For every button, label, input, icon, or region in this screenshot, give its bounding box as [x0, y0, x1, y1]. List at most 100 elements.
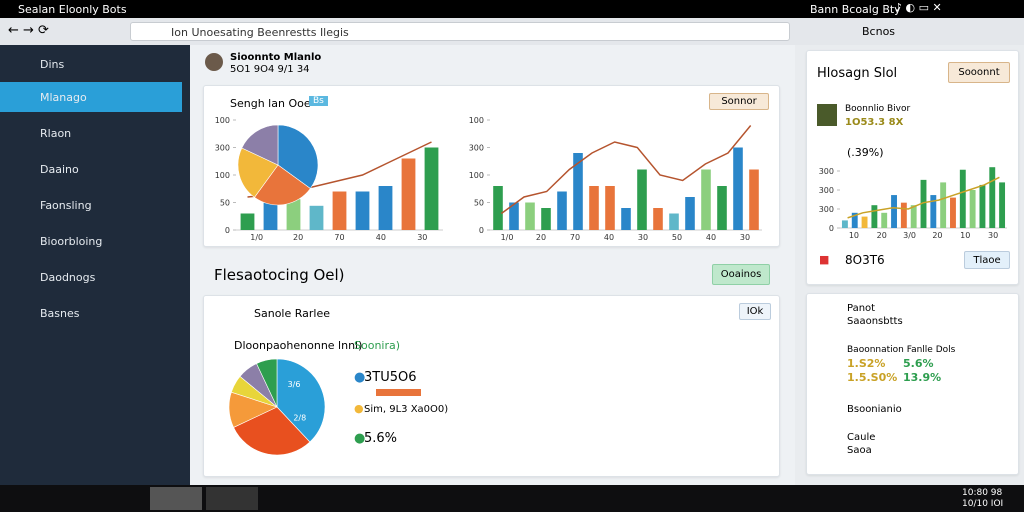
total-icon: ■	[819, 253, 830, 266]
bar	[355, 191, 370, 230]
y-tick-label: 0	[829, 224, 834, 233]
x-tick-label: 30	[740, 233, 750, 242]
task-item[interactable]	[206, 487, 258, 510]
stat-value: 1O53.3 8X	[845, 117, 904, 128]
window-title: Sealan Eloonly Bots	[18, 3, 127, 16]
item-title[interactable]: Bsoonianio	[847, 404, 902, 415]
chart: 100 300 100 50 0 1/0 20 70 40 30 50 40 30	[469, 116, 762, 242]
pie-slice	[277, 124, 319, 189]
panel-title: Hlosagn Slol	[817, 66, 898, 81]
sidebar-item[interactable]: Daaino	[40, 163, 79, 176]
item-value: 1.S2%	[847, 357, 886, 370]
sidebar-item[interactable]: Rlaon	[40, 127, 72, 140]
card-button[interactable]: IOk	[739, 303, 771, 320]
y-tick-label: 100	[215, 171, 230, 180]
bar	[669, 213, 679, 230]
legend-dot: ●	[354, 370, 366, 385]
bar	[881, 212, 888, 228]
chart: 100 300 100 50 0 1/0 20 70 40 30	[215, 116, 443, 242]
pie-card: Sanole Rarlee IOk Dloonpaohenonne lnnl) …	[203, 295, 780, 477]
window-controls[interactable]: ♪ ◐ ▭ ✕	[895, 1, 942, 14]
item-value: 5.6%	[903, 357, 934, 370]
card-title: Sengh lan Ooe	[230, 97, 311, 110]
task-item[interactable]	[150, 487, 202, 510]
bar	[950, 197, 956, 228]
bar	[930, 195, 937, 228]
bar	[378, 186, 393, 230]
address-text: Ion Unoesating Beenrestts Ilegis	[171, 26, 349, 39]
legend-dot: ●	[354, 431, 366, 446]
bar	[493, 186, 503, 230]
bar	[621, 208, 631, 230]
x-tick-label: 30	[638, 233, 648, 242]
address-bar[interactable]: Ion Unoesating Beenrestts Ilegis	[130, 22, 790, 41]
taskbar: 10:80 98 10/10 IOI	[0, 485, 1024, 512]
legend-dot: ●	[354, 402, 364, 415]
panel-title: Saaonsbtts	[847, 316, 903, 327]
sidebar-item[interactable]: Bioorbloing	[40, 235, 103, 248]
bar	[871, 205, 878, 228]
x-tick-label: 1/0	[250, 233, 263, 242]
bar	[605, 186, 615, 230]
x-tick-label: 70	[334, 233, 344, 242]
slice-label: 3/6	[288, 380, 301, 389]
pie-chart: 3/6 2/8	[228, 358, 326, 456]
sidebar-item[interactable]: Daodnogs	[40, 271, 96, 284]
x-tick-label: 20	[536, 233, 546, 242]
stat-title: Boonnlio Bivor	[845, 104, 911, 114]
x-tick-label: 10	[849, 231, 859, 240]
bar	[653, 208, 663, 230]
panel-button[interactable]: Sooonnt	[948, 62, 1010, 83]
x-tick-label: 3/0	[903, 231, 916, 240]
x-tick-label: 50	[672, 233, 682, 242]
bar	[557, 191, 567, 230]
bar	[989, 167, 996, 228]
bar	[940, 182, 947, 228]
x-tick-label: 20	[293, 233, 303, 242]
legend-bar	[376, 389, 421, 396]
nav-buttons[interactable]: ← → ⟳	[8, 23, 49, 38]
total-button[interactable]: Tlaoe	[964, 251, 1010, 269]
title-bar: Sealan Eloonly Bots Bann Bcoalg Bty ♪ ◐ …	[0, 0, 1024, 18]
profile[interactable]: Bcnos	[862, 25, 896, 38]
bar	[286, 199, 301, 230]
chart: 300 300 300 0 10 20 3/0 20 10 30	[819, 167, 1007, 240]
section-button[interactable]: Ooainos	[712, 264, 770, 285]
y-tick-label: 0	[225, 226, 230, 235]
sidebar-item[interactable]: Faonsling	[40, 199, 92, 212]
y-tick-label: 300	[215, 144, 230, 153]
legend-entry: 5.6%	[364, 431, 398, 446]
legend-entry: 3TU5O6	[364, 370, 417, 385]
bar	[910, 205, 917, 228]
bar	[841, 220, 848, 228]
total: 8O3T6	[845, 253, 885, 267]
bar	[733, 147, 743, 230]
bar	[573, 153, 583, 230]
item-title[interactable]: Caule	[847, 432, 876, 443]
bar	[332, 191, 347, 230]
card-title: Sanole Rarlee	[254, 307, 331, 320]
trend-line	[847, 176, 1000, 219]
user-meta: 5O1 9O4 9/1 34	[230, 64, 310, 75]
sidebar-header[interactable]: Dins	[40, 58, 65, 71]
user-name: Sioonnto Mlanlo	[230, 52, 322, 63]
y-tick-label: 300	[469, 144, 484, 153]
avatar	[205, 53, 223, 71]
sidebar-item[interactable]: Mlanago	[0, 82, 182, 112]
y-tick-label: 300	[819, 186, 834, 195]
bar	[959, 169, 966, 228]
bar	[851, 212, 858, 228]
pie-slice	[254, 164, 311, 206]
y-tick-label: 50	[474, 199, 484, 208]
clock: 10:80 98	[962, 488, 1003, 498]
y-tick-label: 300	[819, 167, 834, 176]
x-tick-label: 30	[417, 233, 427, 242]
sidebar-item[interactable]: Basnes	[40, 307, 80, 320]
window-status: Bann Bcoalg Bty	[810, 3, 901, 16]
y-tick-label: 100	[469, 116, 484, 125]
pie-slice	[233, 406, 311, 456]
item-title[interactable]: Saoa	[847, 445, 872, 456]
trend-line	[500, 125, 752, 215]
bar	[749, 169, 759, 230]
card-button[interactable]: Sonnor	[709, 93, 769, 110]
